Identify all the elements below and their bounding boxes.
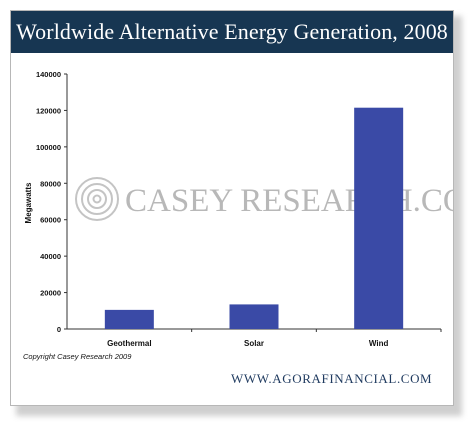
x-tick-label: Geothermal bbox=[107, 339, 151, 348]
bar-chart: CASEY RESEARCH.COM 0 20000 40000 60000 80000… bbox=[24, 70, 453, 348]
bar-geothermal bbox=[104, 309, 154, 329]
footer-website: WWW.AGORAFINANCIAL.COM bbox=[231, 371, 433, 386]
bar-wind bbox=[354, 107, 404, 329]
y-axis-label: Megawatts bbox=[24, 182, 33, 223]
x-tick-labels: Geothermal Solar Wind bbox=[107, 339, 388, 348]
y-tick-labels: 0 20000 40000 60000 80000 100000 120000 140000 bbox=[36, 70, 61, 334]
title-banner: Worldwide Alternative Energy Generation,… bbox=[11, 11, 453, 53]
chart-card: Worldwide Alternative Energy Generation,… bbox=[10, 10, 454, 406]
bar-solar bbox=[229, 304, 279, 329]
watermark-text: CASEY RESEARCH.COM bbox=[125, 183, 453, 219]
y-tick-label: 60000 bbox=[40, 216, 61, 225]
casey-logo-icon bbox=[75, 177, 119, 221]
y-tick-label: 80000 bbox=[40, 179, 61, 188]
bars bbox=[104, 107, 404, 329]
x-tick-label: Solar bbox=[244, 339, 264, 348]
y-tick-label: 40000 bbox=[40, 252, 61, 261]
y-tick-label: 100000 bbox=[36, 143, 61, 152]
y-tick-label: 140000 bbox=[36, 70, 61, 79]
y-tick-label: 0 bbox=[57, 325, 61, 334]
copyright-note: Copyright Casey Research 2009 bbox=[23, 352, 132, 361]
y-tick-label: 120000 bbox=[36, 106, 61, 115]
y-tick-label: 20000 bbox=[40, 289, 61, 298]
chart-title: Worldwide Alternative Energy Generation,… bbox=[16, 19, 448, 44]
x-tick-label: Wind bbox=[369, 339, 389, 348]
